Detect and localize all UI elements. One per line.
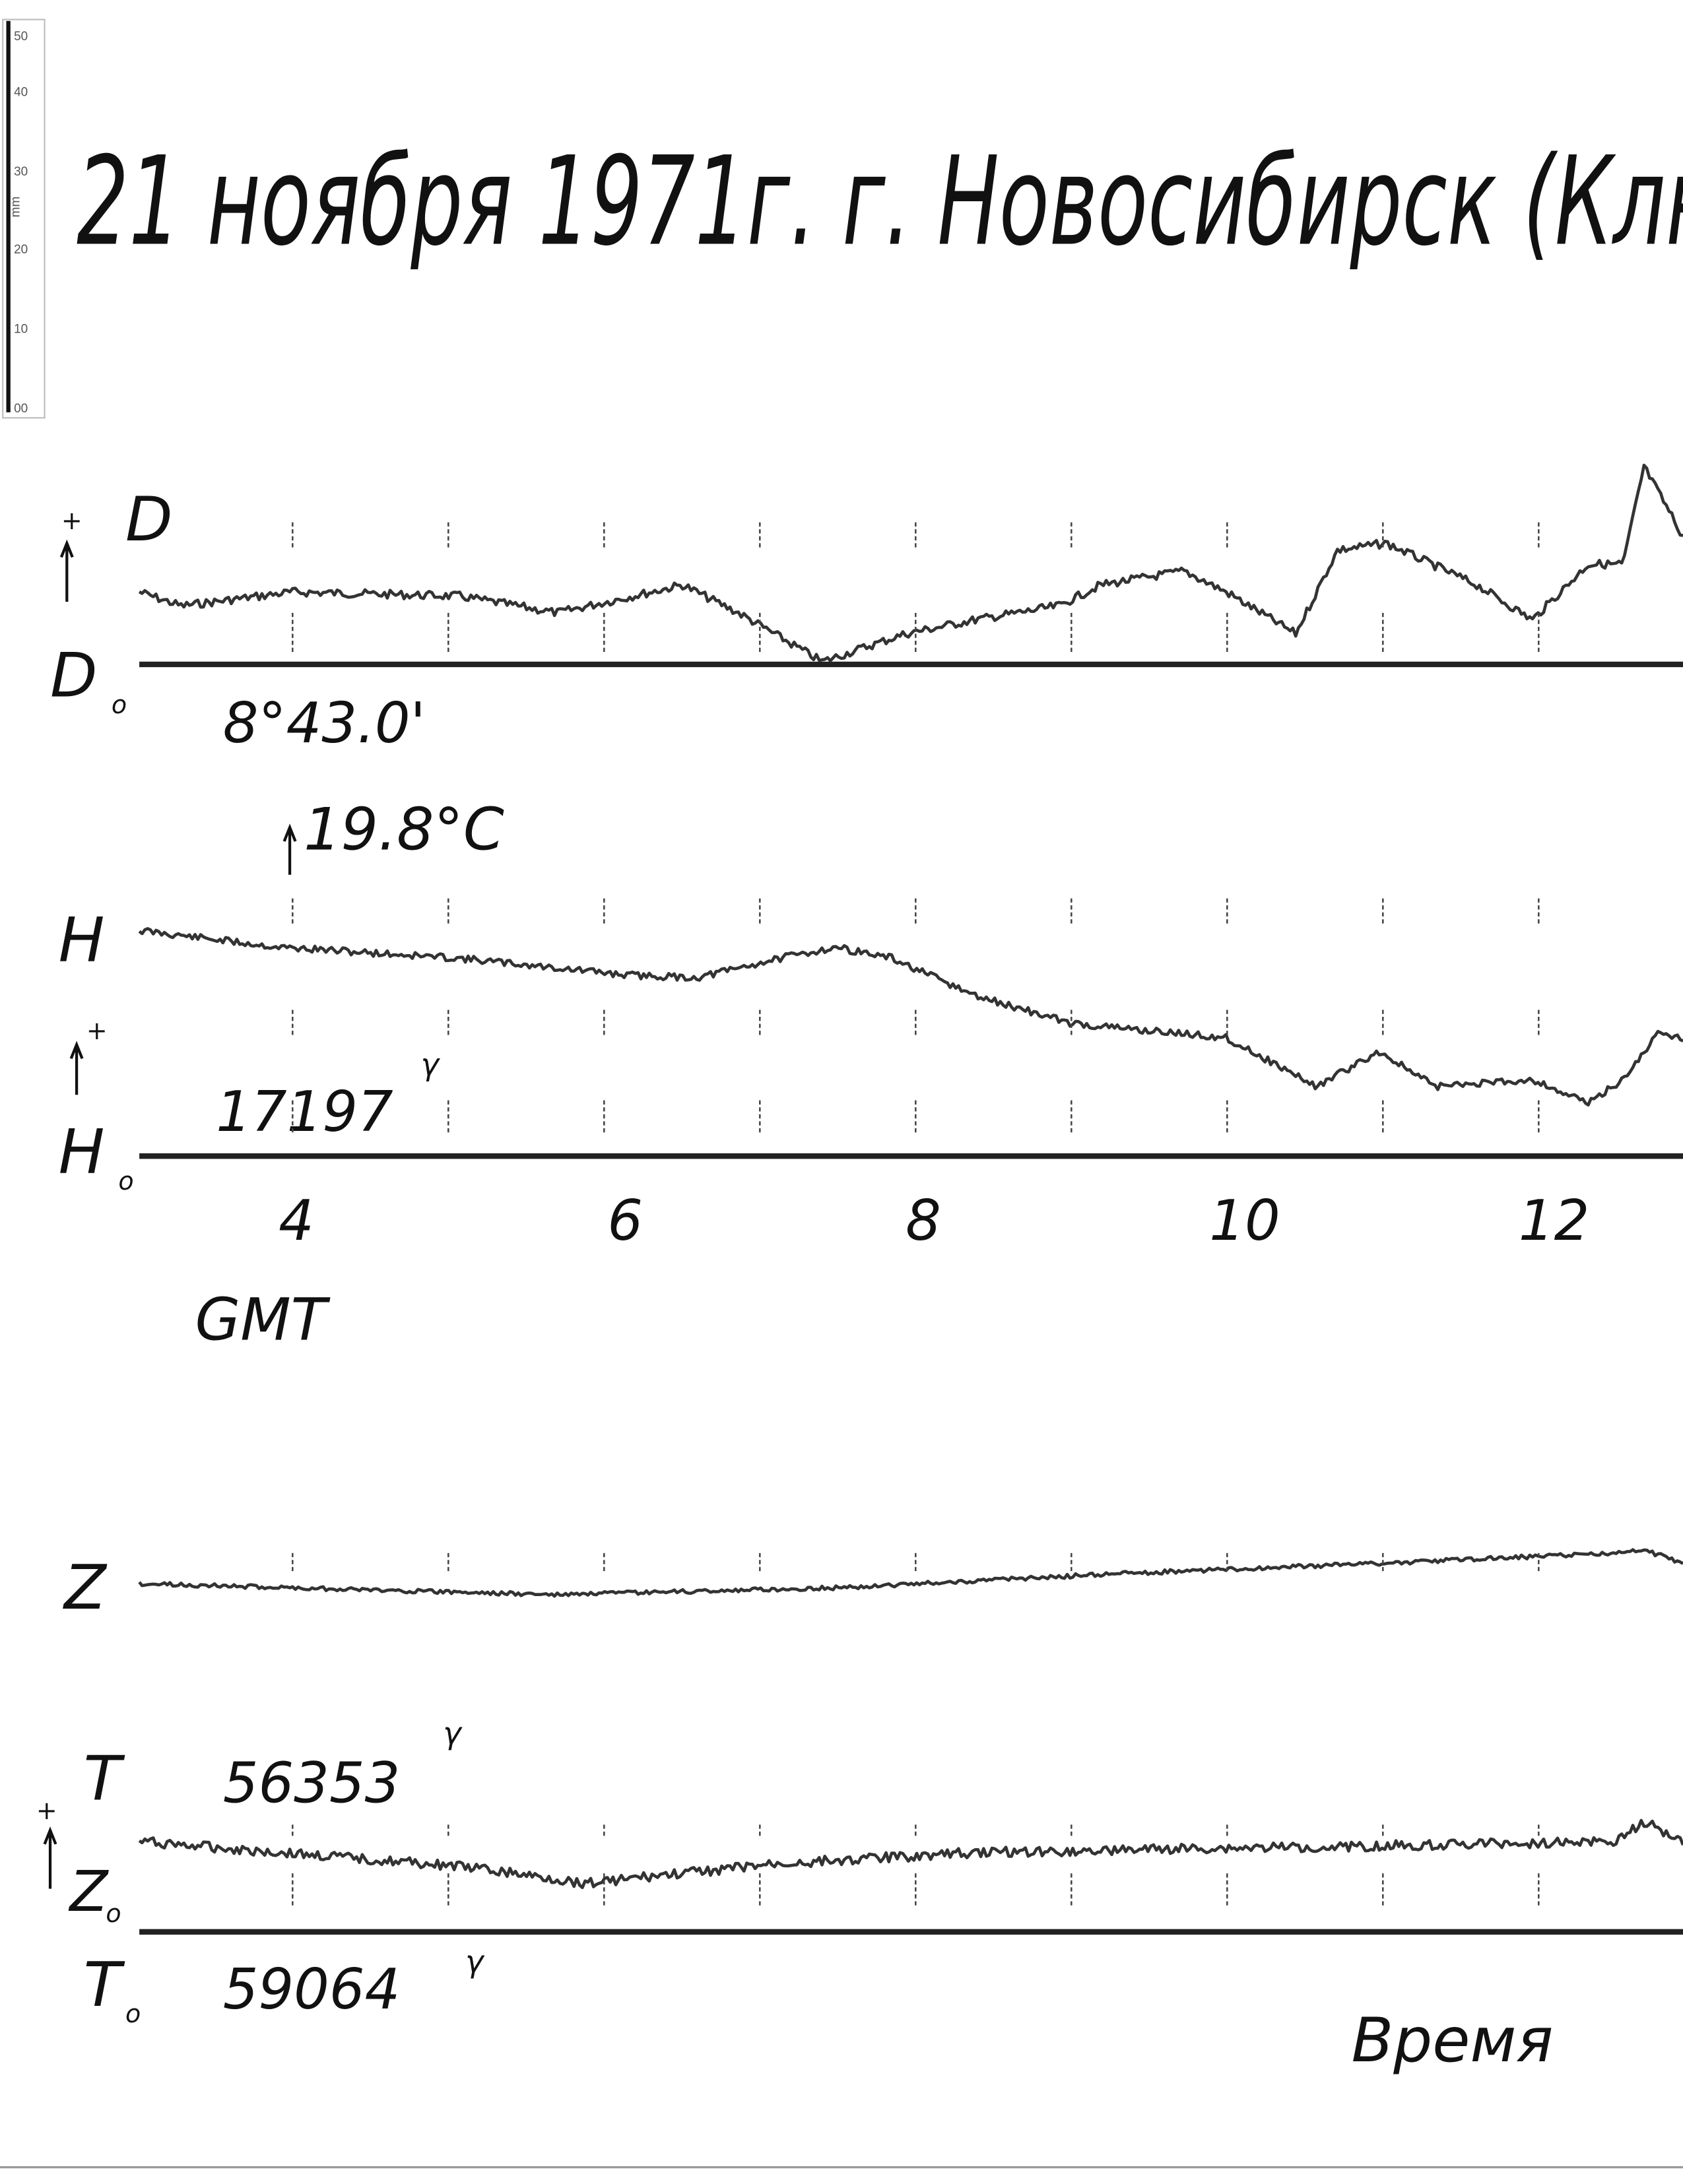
title: 21 ноября 1971г. г. Новосибирск (Клю [77, 130, 1683, 273]
value: 56353 [223, 1751, 401, 1816]
unit: γ [421, 1047, 441, 1083]
panel-label: T [84, 1743, 125, 1814]
baseline-value: 8°43.0' [223, 691, 426, 755]
total-subscript: o [125, 1999, 141, 2028]
hour-label: 4 [279, 1188, 314, 1253]
ruler-frame [2, 18, 46, 419]
footer-label: Время [1352, 2005, 1554, 2076]
baseline-value: 17197 [216, 1079, 393, 1144]
hour-label: 8 [906, 1188, 941, 1253]
ruler-label: 20 [14, 243, 28, 257]
baseline-subscript: o [118, 1167, 133, 1196]
baseline-label: Z [69, 1859, 110, 1924]
hour-label: 12 [1519, 1188, 1589, 1253]
trace [138, 927, 1683, 1107]
hour-label: 6 [607, 1188, 643, 1253]
total-value: 59064 [223, 1957, 401, 2022]
arrow [43, 1826, 57, 1889]
axis-label: GMT [195, 1286, 331, 1354]
total-label: T [84, 1949, 125, 2020]
arrow [282, 823, 297, 875]
ruler-label: 30 [14, 165, 28, 179]
trace [138, 463, 1683, 662]
unit: γ [465, 1944, 485, 1979]
ruler-unit: mm [9, 197, 23, 218]
panel-label: Z [62, 1552, 108, 1623]
ruler-label: 10 [14, 323, 28, 337]
arrow [69, 1041, 84, 1095]
plus-sign: + [36, 1796, 57, 1825]
hour-label: 10 [1209, 1188, 1280, 1253]
temperature: 19.8°C [304, 796, 504, 864]
unit: γ [443, 1716, 463, 1751]
plus-sign: + [61, 506, 82, 535]
arrow [59, 539, 74, 602]
panel-label: D [125, 484, 173, 555]
ruler-label: 00 [14, 402, 28, 416]
panel-label: H [59, 905, 105, 976]
baseline-label: D [50, 639, 98, 711]
baseline-subscript: o [106, 1899, 121, 1928]
trace [138, 1548, 1683, 1598]
baseline-subscript: o [112, 690, 127, 719]
ruler-label: 40 [14, 86, 28, 100]
baseline-label: H [59, 1116, 105, 1187]
plus-sign: + [86, 1016, 108, 1045]
ruler-label: 50 [14, 30, 28, 44]
trace [138, 1818, 1683, 1890]
